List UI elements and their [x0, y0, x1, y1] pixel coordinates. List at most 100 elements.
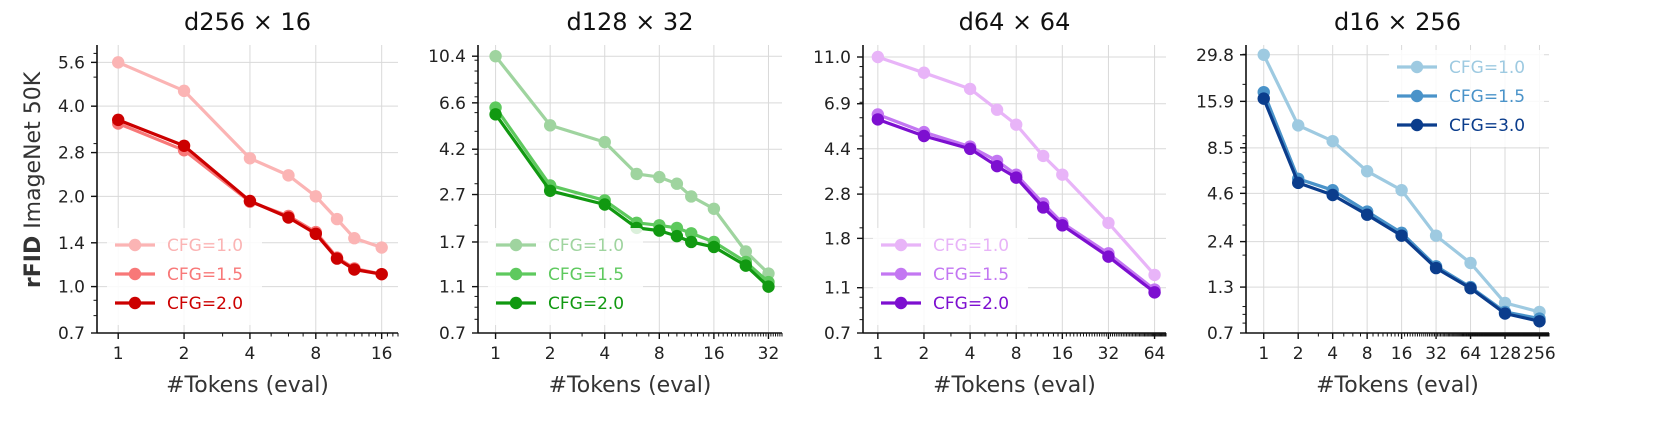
panel-4: d16 × 256 1 2 4 8 16 32 64 128 256 0.7 1.3 2.4 4.6 8.5…: [1196, 8, 1556, 398]
y-tick-label: 0.7: [1207, 324, 1234, 344]
legend-label: CFG=2.0: [548, 294, 624, 314]
legend-label: CFG=2.0: [167, 294, 243, 314]
x-tick-label: 4: [1327, 344, 1338, 364]
series-line-2: [494, 106, 770, 284]
legend-label: CFG=1.0: [167, 236, 243, 256]
legend-label: CFG=1.0: [933, 236, 1009, 256]
data-point: CFG=2.0: 4, 2.45: [598, 198, 611, 211]
x-tick-label: 128: [1489, 344, 1521, 364]
y-tick-label: 1.8: [824, 229, 851, 249]
panel-title: d256 × 16: [184, 8, 311, 36]
data-point: CFG=1.0: 2, 11.5: [1292, 119, 1305, 132]
x-axis-label: #Tokens (eval): [166, 373, 329, 398]
data-point: CFG=1.0: 6, 6.5: [990, 103, 1004, 116]
data-point: CFG=1.0: 16, 1.35: [375, 241, 388, 254]
legend: CFG=1.0 CFG=1.5 CFG=3.0: [1389, 50, 1544, 147]
data-point: CFG=2.0: 10, 1.8: [670, 229, 684, 243]
legend-swatch-marker: [509, 238, 523, 252]
data-point: CFG=1.0: 4, 4.5: [598, 135, 611, 149]
legend-swatch-marker: [128, 267, 142, 281]
data-point: CFG=1.0: 10, 3: [670, 177, 684, 190]
data-point: CFG=2.0: 4, 4.4: [963, 142, 977, 156]
data-point: CFG=3.0: 256, 0.82: [1533, 315, 1546, 328]
y-tick-label: 2.8: [824, 185, 851, 205]
data-point: CFG=2.0: 8, 1.5: [309, 227, 323, 241]
data-point: CFG=1.0: 4, 2.68: [243, 152, 257, 165]
x-tick-label: 8: [310, 344, 321, 364]
y-axis-label-metric: rFID: [21, 236, 46, 288]
x-tick-label: 8: [1011, 344, 1022, 364]
data-point: CFG=2.0: 1, 5.9: [489, 108, 502, 121]
data-point: CFG=1.0: 4, 9.3: [1326, 134, 1339, 148]
legend-label: CFG=1.5: [1449, 87, 1525, 107]
data-point: CFG=1.0: 128, 1.05: [1498, 296, 1512, 310]
data-point: CFG=2.0: 16, 1.62: [707, 240, 721, 254]
data-point: CFG=1.0: 8, 3.2: [653, 170, 666, 184]
y-tick-label: 2.8: [58, 144, 85, 164]
x-tick-label: 2: [179, 344, 190, 364]
data-point: CFG=3.0: 32, 1.68: [1429, 261, 1443, 275]
legend-label: CFG=2.0: [933, 294, 1009, 314]
data-point: CFG=3.0: 2, 5.3: [1292, 176, 1305, 190]
data-point: CFG=2.0: 32, 1.5: [1102, 250, 1115, 263]
panel-title: d64 × 64: [959, 8, 1071, 36]
panel-2: d128 × 32 1 2 4 8 16 32 0.7 1.1 1.7 2.7 4.2 6.6 10.4 #…: [428, 8, 783, 398]
data-point: CFG=1.0: 2, 4.5: [177, 84, 191, 98]
x-axis-label: #Tokens (eval): [549, 373, 712, 398]
y-tick-label: 11.0: [813, 48, 851, 68]
x-tick-label: 1: [872, 344, 883, 364]
y-tick-label: 5.6: [58, 53, 85, 73]
y-tick-label: 1.1: [824, 279, 851, 299]
data-point: CFG=1.0: 8, 5.6: [1010, 118, 1023, 131]
legend-label: CFG=1.0: [1449, 58, 1525, 78]
data-point: CFG=1.0: 6, 3.3: [630, 167, 643, 181]
data-point: CFG=1.0: 6, 2.35: [282, 169, 295, 182]
panels: d256 × 16 1 2 4 8 16 0.7 1.0 1.4 2.0 2.8 4.0 5.6 #Tok…: [58, 8, 1556, 398]
data-point: CFG=3.0: 4, 4.5: [1326, 188, 1339, 202]
data-point: CFG=1.0: 1, 5.6: [112, 56, 125, 69]
series-line-1: [494, 55, 770, 275]
data-point: CFG=1.0: 12, 4.1: [1036, 149, 1050, 163]
legend-box: [1389, 50, 1544, 147]
data-point: CFG=1.0: 32, 1.25: [762, 267, 775, 280]
legend-label: CFG=1.5: [933, 265, 1009, 285]
legend-swatch-marker: [509, 267, 523, 281]
data-point: CFG=1.0: 8, 2: [309, 190, 323, 203]
y-tick-label: 29.8: [1196, 46, 1234, 66]
data-point: CFG=2.0: 1, 3.6: [112, 113, 125, 127]
data-point: CFG=3.0: 16, 2.6: [1395, 229, 1408, 242]
data-point: CFG=1.0: 64, 1.25: [1148, 268, 1161, 282]
legend-label: CFG=1.5: [167, 265, 243, 285]
data-point: CFG=1.0: 16, 2.35: [707, 202, 721, 215]
legend-box: [107, 228, 262, 325]
y-tick-label: 4.4: [824, 140, 851, 160]
legend-swatch-marker: [509, 296, 523, 310]
data-point: CFG=2.0: 16, 2.05: [1056, 219, 1069, 232]
data-point: CFG=2.0: 2, 2.8: [543, 184, 557, 197]
legend-swatch-marker: [1410, 118, 1424, 132]
legend-label: CFG=3.0: [1449, 116, 1525, 136]
x-tick-label: 16: [371, 344, 393, 364]
legend-swatch-marker: [128, 296, 142, 310]
x-tick-label: 2: [1293, 344, 1304, 364]
y-tick-label: 1.1: [439, 278, 466, 298]
x-tick-label: 16: [703, 344, 725, 364]
x-tick-label: 4: [965, 344, 976, 364]
data-point: CFG=2.0: 24, 1.35: [739, 259, 753, 272]
data-point: CFG=1.0: 2, 9.4: [917, 66, 931, 79]
legend-swatch-marker: [894, 296, 908, 310]
data-point: CFG=2.0: 32, 1.1: [762, 280, 775, 293]
data-point: CFG=2.0: 10, 1.24: [330, 252, 344, 265]
y-tick-label: 4.0: [58, 97, 85, 117]
x-tick-label: 4: [599, 344, 610, 364]
x-tick-label: 2: [545, 344, 556, 364]
data-point: CFG=2.0: 8, 3.3: [1010, 171, 1023, 184]
data-point: CFG=1.0: 10, 1.68: [330, 212, 344, 226]
data-point: CFG=2.0: 6, 3.7: [990, 159, 1004, 173]
panel-title: d16 × 256: [1334, 8, 1461, 36]
y-tick-label: 1.7: [439, 233, 466, 253]
data-point: CFG=3.0: 1, 16.5: [1257, 92, 1270, 105]
data-point: CFG=1.0: 12, 1.45: [348, 232, 361, 245]
y-tick-label: 15.9: [1196, 92, 1234, 112]
